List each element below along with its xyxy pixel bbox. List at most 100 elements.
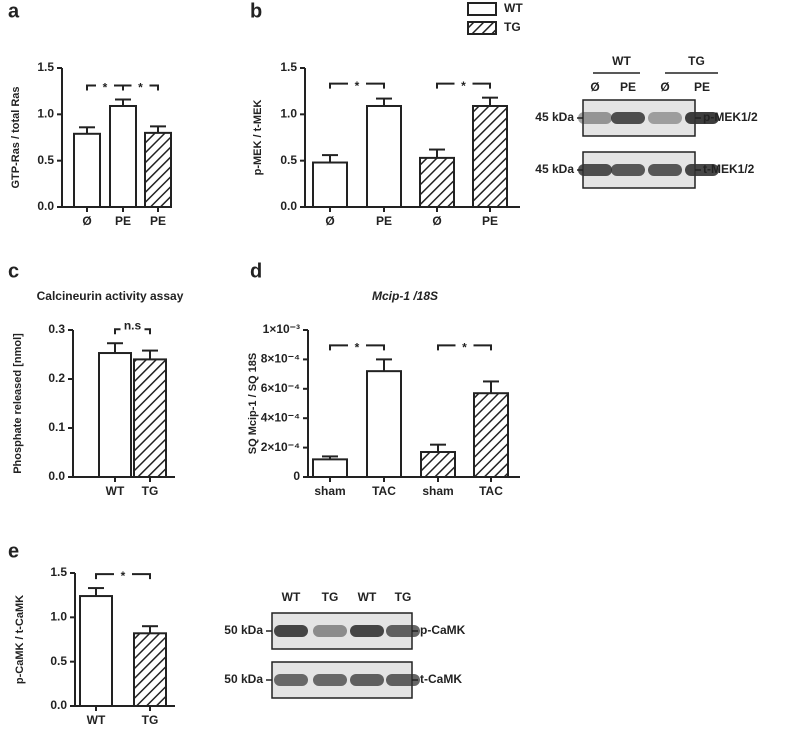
y-tick-label: 0.1 <box>48 420 65 434</box>
panel-label: c <box>8 260 19 282</box>
x-tick-label: TAC <box>372 484 396 498</box>
y-tick-label: 0.5 <box>50 654 67 668</box>
bar <box>366 370 402 478</box>
blot-band <box>350 674 384 686</box>
blot-lane-label: Ø <box>590 80 599 94</box>
significance-label: * <box>355 341 360 355</box>
blot-row-label: t-MEK1/2 <box>703 162 755 176</box>
bar <box>419 156 455 209</box>
x-tick-label: TAC <box>479 484 503 498</box>
y-tick-label: 1.5 <box>37 60 54 74</box>
blot-band <box>274 674 308 686</box>
bar <box>79 595 113 708</box>
blot-row-label: p-MEK1/2 <box>703 110 758 124</box>
y-tick-label: 0.0 <box>37 199 54 213</box>
y-axis-label: p-MEK / t-MEK <box>252 100 264 176</box>
bar <box>312 458 348 478</box>
y-tick-label: 4×10⁻⁴ <box>261 410 300 424</box>
blot-group-label: TG <box>688 54 705 68</box>
significance-bracket <box>114 328 151 335</box>
significance-label: * <box>138 81 143 95</box>
blot-row-label: p-CaMK <box>420 623 466 637</box>
x-tick-label: TG <box>142 484 159 498</box>
x-tick-label: PE <box>482 214 498 228</box>
blot-size-label: 50 kDa <box>224 672 263 686</box>
significance-bracket <box>437 344 492 351</box>
legend-swatch <box>467 2 497 16</box>
legend-swatch <box>467 21 497 35</box>
y-tick-label: 0.3 <box>48 322 65 336</box>
blot-lane-label: WT <box>358 590 377 604</box>
x-tick-label: PE <box>150 214 166 228</box>
blot-band <box>611 112 645 124</box>
legend-label: TG <box>504 20 521 34</box>
bar <box>366 104 402 208</box>
significance-bracket <box>329 344 385 351</box>
blot-band <box>648 164 682 176</box>
blot-band <box>313 674 347 686</box>
significance-bracket <box>95 573 151 580</box>
x-tick-label: WT <box>87 713 106 727</box>
x-tick-label: Ø <box>432 214 441 228</box>
y-tick-label: 1.5 <box>280 60 297 74</box>
y-tick-label: 0 <box>293 469 300 483</box>
y-tick-label: 0.0 <box>48 469 65 483</box>
x-tick-label: WT <box>106 484 125 498</box>
significance-bracket <box>122 84 159 91</box>
blot-band <box>386 674 420 686</box>
panel-label: e <box>8 540 19 562</box>
bar <box>420 451 456 479</box>
bar <box>133 358 167 478</box>
significance-label: n.s <box>124 318 142 332</box>
panel-label: b <box>250 0 262 22</box>
legend-label: WT <box>504 1 523 15</box>
blot-band <box>350 625 384 637</box>
y-tick-label: 8×10⁻⁴ <box>261 352 300 366</box>
y-tick-label: 1.0 <box>280 107 297 121</box>
significance-label: * <box>462 341 467 355</box>
blot-lane-label: PE <box>694 80 710 94</box>
chart-title: Mcip-1 /18S <box>372 289 438 303</box>
panel-label: d <box>250 260 262 282</box>
blot-band <box>611 164 645 176</box>
blot-size-label: 50 kDa <box>224 623 263 637</box>
blot-lane-label: PE <box>620 80 636 94</box>
blot-size-label: 45 kDa <box>535 162 574 176</box>
bar <box>144 131 172 208</box>
bar <box>472 104 508 208</box>
x-tick-label: Ø <box>82 214 91 228</box>
blot-band <box>685 164 719 176</box>
blot-lane-label: Ø <box>660 80 669 94</box>
significance-bracket <box>329 82 385 89</box>
significance-label: * <box>103 81 108 95</box>
blot-group-label: WT <box>612 54 631 68</box>
bar <box>133 632 167 707</box>
y-axis-label: GTP-Ras / total Ras <box>10 86 22 188</box>
y-tick-label: 6×10⁻⁴ <box>261 381 300 395</box>
bar <box>312 161 348 209</box>
blot-lane-label: TG <box>395 590 412 604</box>
x-tick-label: PE <box>115 214 131 228</box>
y-tick-label: 0.5 <box>37 153 54 167</box>
y-axis-label: SQ Mcip-1 / SQ 18S <box>247 353 259 454</box>
blot-row-label: t-CaMK <box>420 672 462 686</box>
y-tick-label: 1.5 <box>50 565 67 579</box>
y-axis-label: Phosphate released [nmol] <box>12 333 24 474</box>
blot-size-label: 45 kDa <box>535 110 574 124</box>
x-tick-label: TG <box>142 713 159 727</box>
y-tick-label: 0.0 <box>280 199 297 213</box>
panel-label: a <box>8 0 20 22</box>
chart-title: Calcineurin activity assay <box>37 289 184 303</box>
y-tick-label: 2×10⁻⁴ <box>261 440 300 454</box>
bar <box>73 132 101 208</box>
significance-label: * <box>355 79 360 93</box>
blot-band <box>386 625 420 637</box>
bar <box>109 104 137 208</box>
blot-band <box>578 164 612 176</box>
blot-lane-label: TG <box>322 590 339 604</box>
y-axis-label: p-CaMK / t-CaMK <box>14 595 26 684</box>
significance-bracket <box>436 82 491 89</box>
x-tick-label: PE <box>376 214 392 228</box>
y-tick-label: 0.2 <box>48 371 65 385</box>
